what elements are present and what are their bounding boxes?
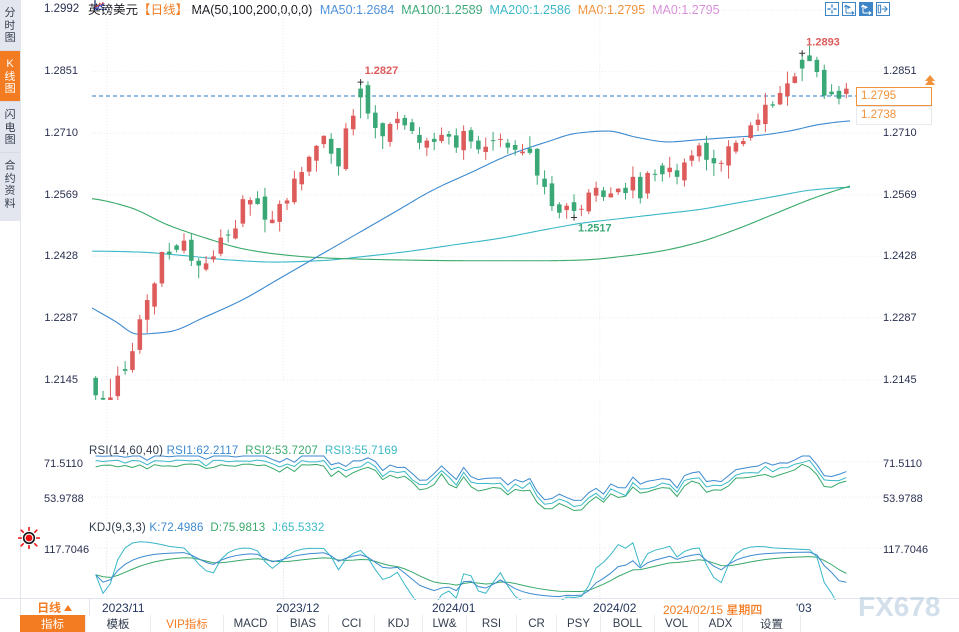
- svg-text:1.2893: 1.2893: [806, 36, 840, 48]
- svg-text:1.2827: 1.2827: [365, 65, 399, 77]
- svg-text:1.2517: 1.2517: [578, 223, 612, 235]
